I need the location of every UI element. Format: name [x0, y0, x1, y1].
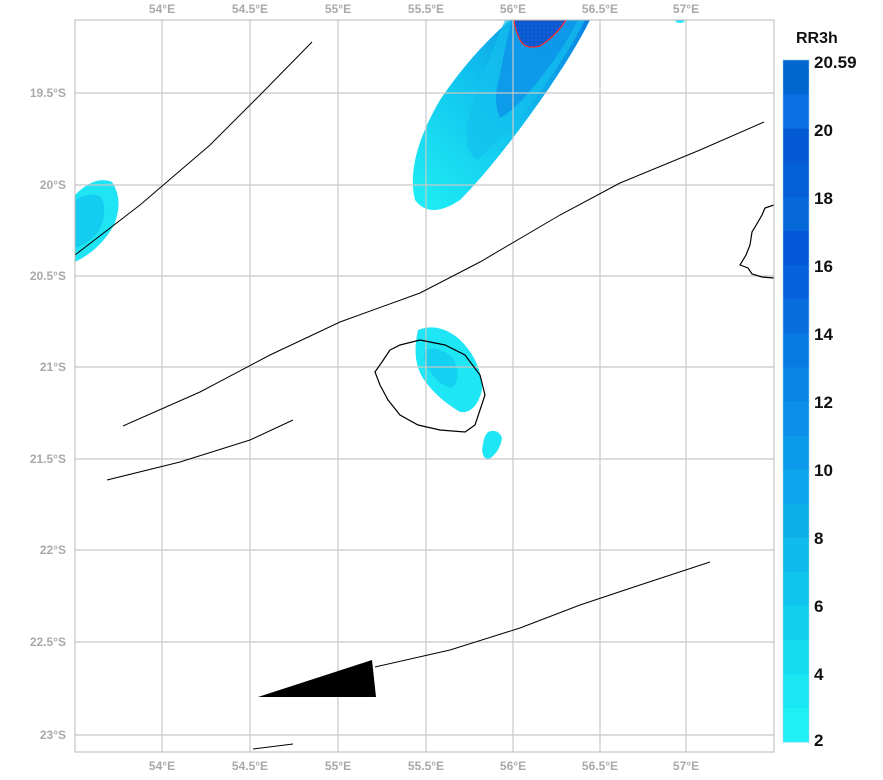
- colorbar-tick-label: 2: [814, 731, 823, 750]
- colorbar-swatch: [783, 673, 809, 709]
- coastline-mauritius: [739, 204, 774, 279]
- colorbar-max-label: 20.59: [814, 53, 857, 72]
- colorbar-swatch: [783, 162, 809, 197]
- rain-field-reunion: [415, 327, 502, 460]
- lat-label: 19.5°S: [30, 86, 66, 100]
- colorbar-swatch: [783, 60, 809, 95]
- colorbar-swatch: [783, 128, 809, 163]
- lon-label-bottom: 57°E: [673, 759, 699, 773]
- colorbar-swatch: [783, 332, 809, 368]
- lat-label: 20°S: [40, 178, 66, 192]
- colorbar-swatch: [783, 435, 809, 470]
- rain-field-west: [75, 180, 119, 262]
- map-border: [74, 19, 775, 753]
- colorbar-tick-label: 14: [814, 325, 833, 344]
- front-lines: [75, 41, 765, 750]
- wind-arrow: [258, 660, 376, 697]
- colorbar-tick-label: 6: [814, 597, 823, 616]
- colorbar-swatch: [783, 605, 809, 641]
- colorbar-swatches: [783, 60, 809, 743]
- lon-labels-bottom: 54°E 54.5°E 55°E 55.5°E 56°E 56.5°E 57°E: [149, 759, 699, 773]
- lat-label: 22°S: [40, 543, 66, 557]
- lat-label: 20.5°S: [30, 269, 66, 283]
- lat-label: 21°S: [40, 360, 66, 374]
- colorbar-tick-label: 18: [814, 189, 833, 208]
- lon-label-top: 56°E: [500, 2, 526, 16]
- lon-label-bottom: 56°E: [500, 759, 526, 773]
- colorbar-tick-label: 4: [814, 665, 824, 684]
- lat-label: 21.5°S: [30, 452, 66, 466]
- colorbar-swatch: [783, 264, 809, 300]
- colorbar-swatch: [783, 639, 809, 675]
- rain-field-top-speck: [675, 20, 685, 23]
- lon-label-bottom: 55°E: [325, 759, 351, 773]
- colorbar-swatch: [783, 366, 809, 402]
- colorbar-swatch: [783, 94, 809, 129]
- lon-label-top: 55.5°E: [408, 2, 444, 16]
- colorbar-swatch: [783, 196, 809, 231]
- colorbar-swatch: [783, 707, 809, 743]
- colorbar-swatch: [783, 230, 809, 266]
- colorbar-tick-label: 10: [814, 461, 833, 480]
- lon-label-top: 56.5°E: [582, 2, 618, 16]
- lon-label-top: 57°E: [673, 2, 699, 16]
- colorbar-swatch: [783, 298, 809, 334]
- colorbar-swatch: [783, 401, 809, 436]
- lon-label-bottom: 54°E: [149, 759, 175, 773]
- colorbar-tick-label: 16: [814, 257, 833, 276]
- colorbar: RR3h 20.59 20 18 16 14 12 10 8 6 4 2: [782, 30, 857, 750]
- colorbar-swatch: [783, 469, 809, 504]
- lon-label-top: 54°E: [149, 2, 175, 16]
- lon-label-bottom: 54.5°E: [232, 759, 268, 773]
- coastline-reunion: [374, 339, 486, 433]
- colorbar-swatch: [783, 537, 809, 572]
- lon-label-bottom: 56.5°E: [582, 759, 618, 773]
- lat-label: 23°S: [40, 728, 66, 742]
- colorbar-tick-label: 12: [814, 393, 833, 412]
- lon-labels-top: 54°E 54.5°E 55°E 55.5°E 56°E 56.5°E 57°E: [149, 2, 699, 16]
- graticule: [75, 20, 774, 752]
- colorbar-tick-label: 20: [814, 121, 833, 140]
- lon-label-top: 54.5°E: [232, 2, 268, 16]
- lat-label: 22.5°S: [30, 635, 66, 649]
- colorbar-tick-label: 8: [814, 529, 823, 548]
- lon-label-bottom: 55.5°E: [408, 759, 444, 773]
- colorbar-swatch: [783, 571, 809, 607]
- colorbar-title: RR3h: [796, 30, 838, 47]
- colorbar-swatch: [783, 503, 809, 538]
- lon-label-top: 55°E: [325, 2, 351, 16]
- lat-labels: 19.5°S 20°S 20.5°S 21°S 21.5°S 22°S 22.5…: [30, 86, 66, 742]
